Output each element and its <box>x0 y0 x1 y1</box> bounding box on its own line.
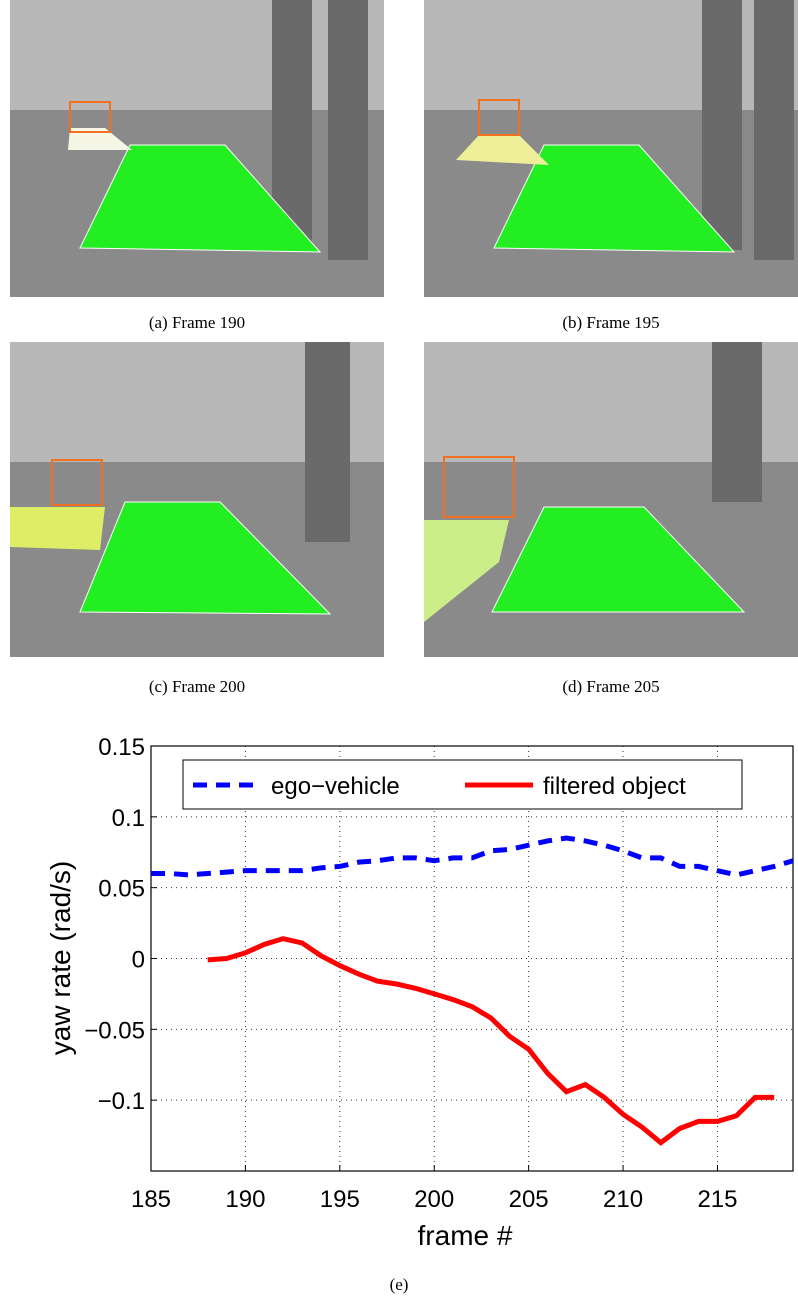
y-axis-label: yaw rate (rad/s) <box>45 861 76 1056</box>
photo <box>424 0 798 297</box>
y-tick-label: −0.05 <box>84 1017 145 1044</box>
photo <box>10 0 384 297</box>
y-tick-label: 0.05 <box>98 876 145 903</box>
caption: (c) Frame 200 <box>148 677 246 696</box>
legend-box <box>182 759 743 810</box>
series-line <box>207 936 775 1146</box>
legend-label: filtered object <box>543 773 686 800</box>
x-tick-label: 215 <box>697 1186 737 1213</box>
caption: (d) Frame 205 <box>562 677 660 696</box>
photo <box>424 342 798 657</box>
series-line <box>151 835 794 878</box>
y-tick-label: 0.15 <box>98 734 145 761</box>
x-tick-label: 195 <box>320 1186 360 1213</box>
y-tick-label: −0.1 <box>98 1088 145 1115</box>
x-tick-label: 190 <box>225 1186 265 1213</box>
x-tick-label: 200 <box>414 1186 454 1213</box>
x-axis-label: frame # <box>418 1220 513 1251</box>
x-tick-label: 205 <box>509 1186 549 1213</box>
caption: (b) Frame 195 <box>562 313 660 332</box>
caption: (a) Frame 190 <box>148 313 246 332</box>
caption: (e) <box>390 1275 409 1294</box>
legend-label: ego−vehicle <box>271 773 400 800</box>
x-tick-label: 210 <box>603 1186 643 1213</box>
chart: (e) frame # yaw rate (rad/s) −0.1 −0.05 0 0… <box>45 734 794 1294</box>
x-tick-label: 185 <box>131 1186 171 1213</box>
photo <box>10 342 384 657</box>
axes-frame <box>150 745 794 1172</box>
y-tick-label: 0 <box>132 947 145 974</box>
y-tick-label: 0.1 <box>112 805 145 832</box>
